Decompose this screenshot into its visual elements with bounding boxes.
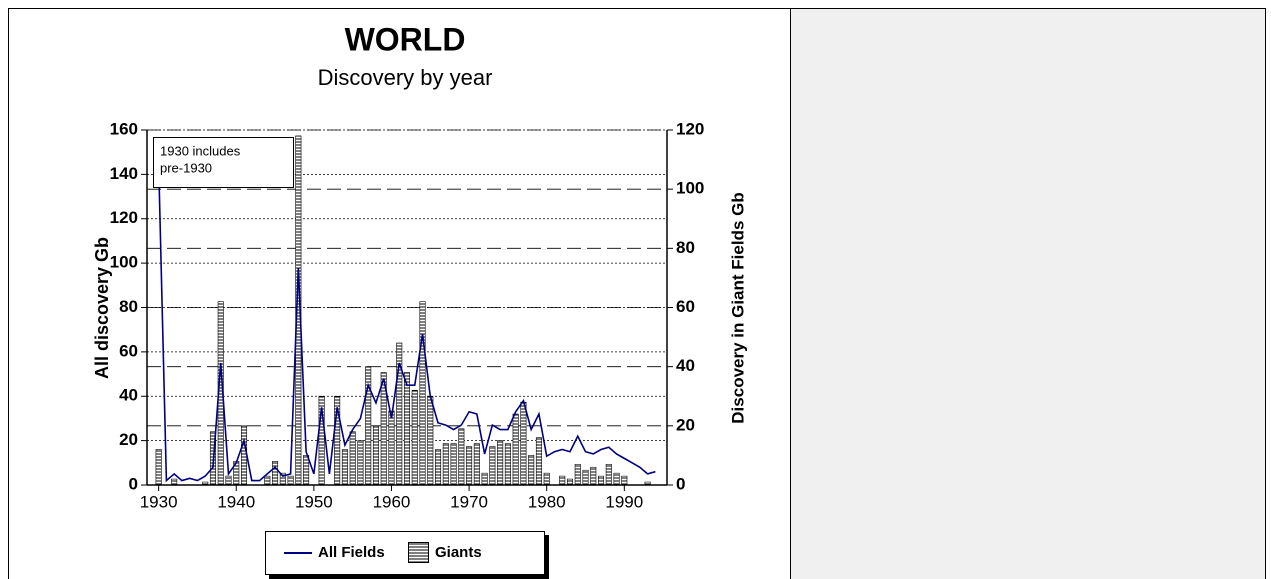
- x-tick-label: 1930: [140, 492, 178, 511]
- line: [157, 163, 656, 483]
- legend-label: All Fields: [318, 544, 385, 561]
- y-tick-label: 40: [119, 386, 138, 405]
- y-tick-label: 100: [110, 253, 138, 272]
- bar: [481, 472, 488, 486]
- y2-tick-label: 120: [676, 119, 704, 138]
- chart-subtitle: Discovery by year: [318, 65, 493, 90]
- chart-title: WORLD: [345, 21, 466, 57]
- bar: [264, 475, 271, 486]
- annotation: pre-1930: [160, 160, 212, 175]
- y2-tick-label: 0: [676, 474, 685, 493]
- x-tick-label: 1940: [217, 492, 255, 511]
- bar: [504, 443, 511, 486]
- y-tick-label: 0: [129, 474, 138, 493]
- y-tick-label: 80: [119, 297, 138, 316]
- x-tick-label: 1990: [605, 492, 643, 511]
- bar: [388, 410, 395, 486]
- bar: [598, 475, 605, 486]
- y2-tick-label: 80: [676, 238, 695, 257]
- bar: [450, 443, 457, 486]
- bar: [582, 469, 589, 486]
- y2-axis-label: Discovery in Giant Fields Gb: [728, 192, 747, 423]
- bar: [590, 466, 597, 486]
- bar: [473, 443, 480, 486]
- x-tick-label: 1960: [373, 492, 411, 511]
- legend-swatch: [408, 542, 429, 563]
- bar: [341, 449, 348, 486]
- bar: [403, 372, 411, 486]
- annotation: 1930 includes: [160, 143, 241, 158]
- legend-label: Giants: [435, 544, 482, 561]
- plot: 0 20 40 60 80 100 120 140 160 0 20 40 60 80 100 120 1930…: [110, 119, 705, 511]
- y2-tick-label: 20: [676, 415, 695, 434]
- bar: [411, 390, 418, 486]
- bar: [287, 475, 294, 486]
- bar: [574, 463, 581, 486]
- bar: [489, 446, 496, 486]
- bar: [520, 401, 527, 486]
- annotation-box: [153, 137, 294, 188]
- bar: [559, 475, 566, 486]
- bar: [171, 478, 178, 486]
- y-axis-label: All discovery Gb: [92, 237, 112, 379]
- bar: [357, 440, 364, 486]
- y-tick-label: 20: [119, 430, 138, 449]
- y-tick-label: 60: [119, 341, 138, 360]
- y-tick-label: 160: [110, 119, 138, 138]
- bar: [240, 425, 248, 486]
- bar: [442, 443, 449, 486]
- y2-tick-label: 100: [676, 179, 704, 198]
- x-tick-label: 1950: [295, 492, 333, 511]
- bar: [435, 449, 442, 486]
- bar: [155, 449, 162, 486]
- x-tick-label: 1970: [450, 492, 488, 511]
- bar: [613, 472, 620, 486]
- y-tick-label: 140: [110, 164, 138, 183]
- bar: [466, 446, 473, 486]
- bar: [349, 431, 356, 486]
- bar: [605, 463, 612, 486]
- bar: [427, 395, 434, 486]
- bar: [621, 475, 628, 486]
- bar: [372, 425, 379, 486]
- bar: [458, 428, 465, 486]
- y2-tick-label: 40: [676, 356, 695, 375]
- y2-tick-label: 60: [676, 297, 695, 316]
- bar: [303, 455, 310, 486]
- bar: [497, 440, 504, 486]
- side-panel: [790, 8, 1266, 579]
- bar: [272, 461, 279, 486]
- bar: [419, 301, 426, 486]
- y-tick-label: 120: [110, 208, 138, 227]
- x-tick-label: 1980: [528, 492, 566, 511]
- bar: [512, 413, 519, 486]
- bar: [566, 478, 574, 486]
- bar: [528, 455, 535, 486]
- bar: [543, 472, 550, 486]
- bar: [535, 437, 542, 486]
- bar: [225, 475, 232, 486]
